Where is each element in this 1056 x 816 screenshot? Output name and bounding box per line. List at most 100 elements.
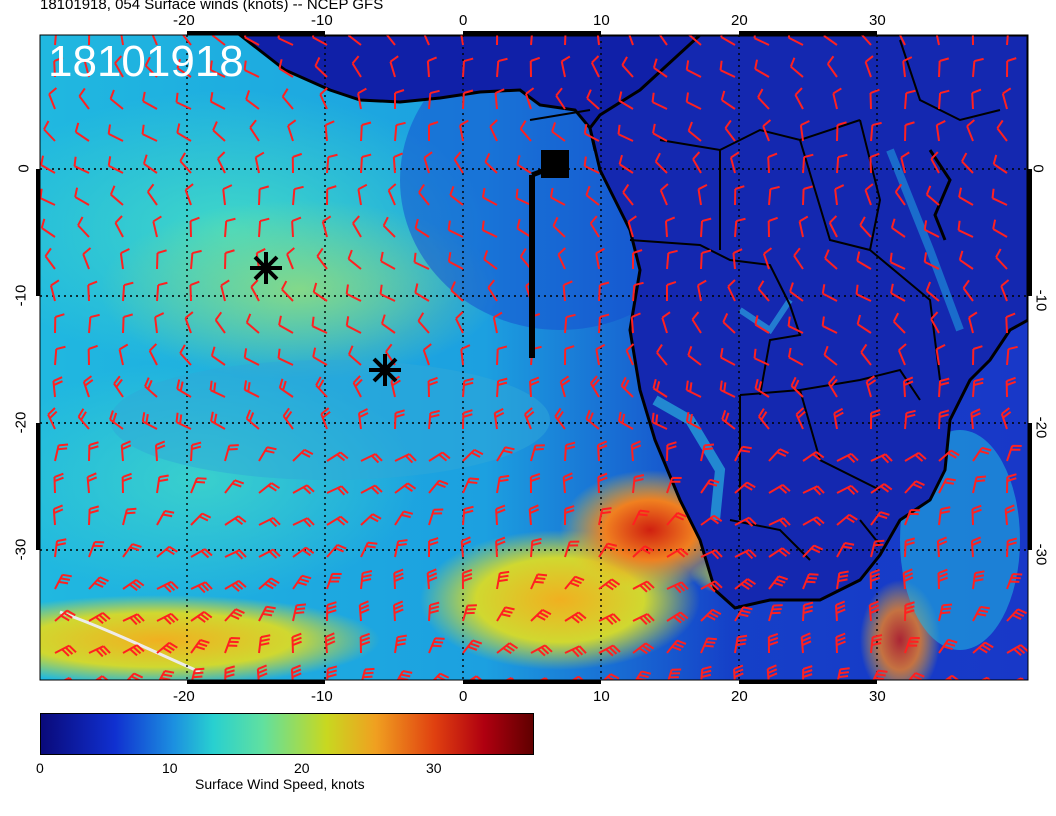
- wind-barb: [972, 377, 984, 398]
- wind-barb: [734, 606, 753, 622]
- wind-barb: [557, 247, 566, 270]
- wind-barb: [190, 512, 212, 526]
- lat-label-right: -10: [1032, 289, 1050, 312]
- wind-barb: [524, 407, 535, 430]
- wind-barb: [122, 543, 142, 558]
- wind-barb: [665, 281, 677, 302]
- wind-barb: [938, 449, 960, 462]
- wind-barb: [768, 448, 789, 462]
- wind-barb: [564, 575, 585, 590]
- wind-barb: [904, 636, 920, 654]
- wind-barb: [209, 380, 226, 398]
- wind-barb: [651, 92, 668, 110]
- wind-barb: [700, 549, 723, 560]
- wind-barb: [190, 249, 202, 270]
- wind-barb: [428, 89, 440, 110]
- wind-barb: [938, 57, 950, 78]
- wind-barb: [379, 284, 396, 302]
- wind-barb: [618, 154, 634, 174]
- wind-barb: [209, 92, 226, 110]
- wind-barb: [836, 153, 848, 174]
- wind-barb: [754, 59, 770, 78]
- wind-barb: [753, 35, 770, 46]
- wind-barb: [141, 124, 158, 142]
- wind-barb: [630, 440, 642, 462]
- wind-barb: [73, 156, 90, 174]
- wind-barb: [54, 443, 69, 462]
- wind-barb: [757, 280, 770, 302]
- wind-barb: [632, 670, 651, 680]
- wind-barb: [156, 249, 167, 270]
- wind-barb: [224, 444, 239, 462]
- wind-barb: [700, 217, 712, 238]
- wind-barb: [214, 311, 226, 334]
- wind-barb: [107, 156, 124, 174]
- wind-barb: [326, 185, 337, 206]
- asterisk-marker: [369, 354, 401, 386]
- wind-barb: [589, 375, 600, 398]
- wind-barb: [314, 56, 328, 78]
- wind-barb: [245, 313, 260, 334]
- wind-barb: [972, 345, 983, 366]
- wind-barb: [768, 517, 791, 528]
- wind-barb: [802, 451, 825, 462]
- wind-barb: [88, 645, 111, 658]
- wind-barb: [855, 284, 872, 302]
- wind-barb: [449, 185, 464, 206]
- colorbar: [40, 713, 534, 755]
- wind-barb: [414, 218, 430, 238]
- wind-barb: [176, 58, 192, 78]
- wind-barb: [904, 452, 927, 462]
- wind-barb: [190, 441, 202, 462]
- wind-barb: [869, 88, 880, 110]
- wind-barb: [483, 250, 498, 270]
- wind-barb: [493, 408, 505, 430]
- wind-barb: [316, 247, 328, 270]
- wind-barb: [972, 570, 985, 590]
- wind-barb: [387, 183, 397, 206]
- wind-barb: [121, 472, 132, 494]
- wind-barb: [209, 60, 226, 78]
- wind-barb: [122, 644, 145, 657]
- wind-barb: [462, 639, 483, 654]
- wind-barb: [418, 184, 430, 206]
- wind-barb: [632, 642, 655, 655]
- wind-barb: [189, 216, 200, 238]
- wind-barb: [697, 183, 708, 206]
- wind-barb: [802, 516, 825, 527]
- wind-barb: [802, 485, 825, 496]
- wind-barb: [74, 122, 90, 142]
- wind-barb: [190, 477, 207, 494]
- lon-label-top: 20: [731, 12, 748, 29]
- wind-barb: [516, 219, 532, 238]
- wind-barb: [598, 644, 621, 657]
- wind-barb: [530, 573, 548, 590]
- wind-barb: [652, 378, 668, 398]
- wind-barb: [392, 152, 403, 174]
- wind-barb: [281, 280, 294, 302]
- wind-barb: [1006, 444, 1022, 462]
- wind-barb: [381, 314, 396, 334]
- wind-barb: [224, 608, 245, 622]
- wind-barb: [326, 543, 347, 558]
- wind-barb: [971, 504, 982, 526]
- wind-barb: [802, 573, 819, 590]
- wind-barb: [727, 279, 736, 302]
- wind-barb: [462, 505, 474, 526]
- wind-barb: [156, 510, 175, 526]
- wind-barb: [462, 477, 480, 494]
- wind-barb: [52, 376, 63, 398]
- wind-barb: [700, 637, 717, 654]
- wind-barb: [119, 248, 130, 270]
- wind-barb: [88, 441, 99, 462]
- wind-barb: [394, 510, 414, 526]
- wind-barb: [122, 579, 145, 591]
- wind-barb: [692, 151, 702, 174]
- wind-barb: [154, 440, 166, 462]
- wind-barb: [1006, 57, 1017, 78]
- lat-label-left: -10: [12, 284, 30, 307]
- wind-barb: [787, 347, 804, 366]
- wind-barb: [149, 35, 159, 46]
- wind-barb: [700, 478, 720, 494]
- wind-barb: [992, 219, 1008, 238]
